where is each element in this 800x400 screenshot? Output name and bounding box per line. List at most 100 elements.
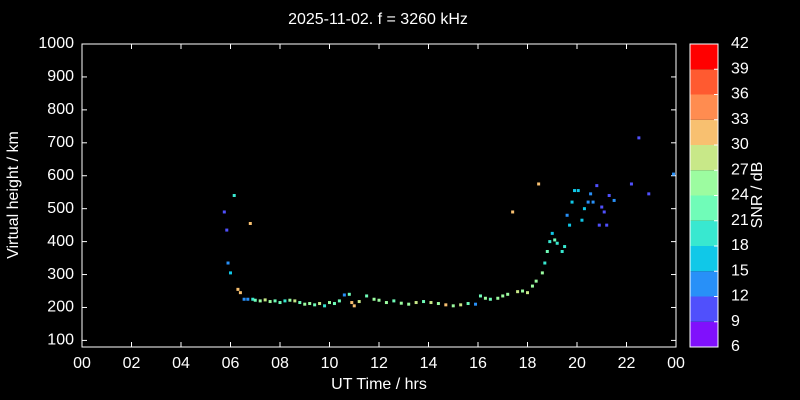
point [236, 287, 240, 291]
point [537, 182, 541, 186]
point [323, 304, 327, 308]
point [226, 261, 230, 265]
point [384, 301, 388, 305]
point [242, 297, 246, 301]
point [526, 291, 529, 295]
point [422, 300, 426, 304]
point [600, 205, 604, 209]
x-tick-label: 04 [172, 355, 190, 372]
point [496, 296, 500, 300]
point [251, 297, 255, 301]
point [560, 249, 564, 253]
colorbar-block [690, 119, 718, 145]
colorbar-tick-label: 18 [731, 237, 749, 254]
point [637, 136, 641, 140]
point [229, 271, 232, 275]
point [258, 299, 262, 303]
point [612, 198, 616, 202]
point [466, 302, 470, 306]
x-tick-label: 02 [123, 355, 141, 372]
point [328, 301, 331, 305]
point [474, 302, 478, 306]
point [570, 200, 574, 204]
point [488, 297, 492, 301]
x-tick-label: 06 [222, 355, 240, 372]
point [377, 298, 381, 302]
point [288, 298, 292, 302]
colorbar-tick-label: 21 [731, 212, 749, 229]
point [501, 294, 505, 298]
colorbar-tick-label: 27 [731, 161, 749, 178]
point [283, 299, 287, 303]
point [672, 172, 676, 176]
colorbar-block [690, 195, 718, 221]
y-tick-label: 800 [47, 101, 74, 118]
point [263, 298, 267, 302]
point [414, 301, 418, 305]
colorbar-tick-label: 42 [731, 35, 749, 52]
y-tick-label: 300 [47, 266, 74, 283]
x-tick-label: 00 [73, 355, 91, 372]
colorbar-tick-label: 30 [731, 136, 749, 153]
point [303, 302, 307, 306]
point [605, 223, 609, 227]
point [595, 184, 599, 188]
point [543, 261, 547, 265]
point [350, 301, 354, 305]
point [582, 207, 586, 211]
point [563, 245, 567, 249]
point [332, 302, 336, 306]
point [589, 192, 593, 196]
point [530, 284, 534, 288]
colorbar-tick-label: 12 [731, 288, 749, 305]
point [308, 302, 312, 306]
point [591, 200, 595, 204]
x-tick-label: 12 [370, 355, 388, 372]
point [555, 241, 559, 245]
y-tick-label: 1000 [38, 35, 74, 52]
colorbar-tick-label: 36 [731, 86, 749, 103]
point [278, 301, 282, 305]
colorbar-tick-label: 9 [731, 313, 740, 330]
colorbar-tick-label: 33 [731, 111, 749, 128]
point [573, 189, 577, 193]
x-tick-label: 00 [667, 355, 685, 372]
point [399, 301, 403, 305]
point [511, 210, 515, 214]
point [357, 300, 361, 304]
point [548, 240, 552, 244]
colorbar-block [690, 246, 718, 272]
x-tick-label: 20 [568, 355, 586, 372]
point [392, 299, 396, 303]
point [298, 301, 302, 305]
point [506, 292, 510, 296]
point [222, 210, 226, 214]
colorbar-block [690, 271, 718, 297]
point [568, 223, 572, 227]
point [347, 292, 351, 296]
colorbar-block [690, 145, 718, 171]
y-tick-label: 500 [47, 200, 74, 217]
point [318, 302, 322, 306]
point [553, 238, 557, 242]
point [238, 291, 242, 295]
point [565, 213, 569, 217]
colorbar-label: SNR / dB [749, 162, 766, 229]
point [248, 221, 252, 225]
colorbar-block [690, 321, 718, 347]
point [629, 182, 633, 186]
point [451, 304, 455, 308]
point [407, 302, 411, 306]
point [534, 279, 538, 283]
point [607, 194, 611, 197]
colorbar-block [690, 170, 718, 196]
point [459, 303, 463, 307]
point [352, 304, 356, 308]
colorbar-block [690, 69, 718, 95]
colorbar-block [690, 94, 718, 120]
chart-title: 2025-11-02. f = 3260 kHz [288, 11, 468, 28]
point [586, 200, 590, 204]
point [268, 300, 272, 304]
y-tick-label: 600 [47, 167, 74, 184]
